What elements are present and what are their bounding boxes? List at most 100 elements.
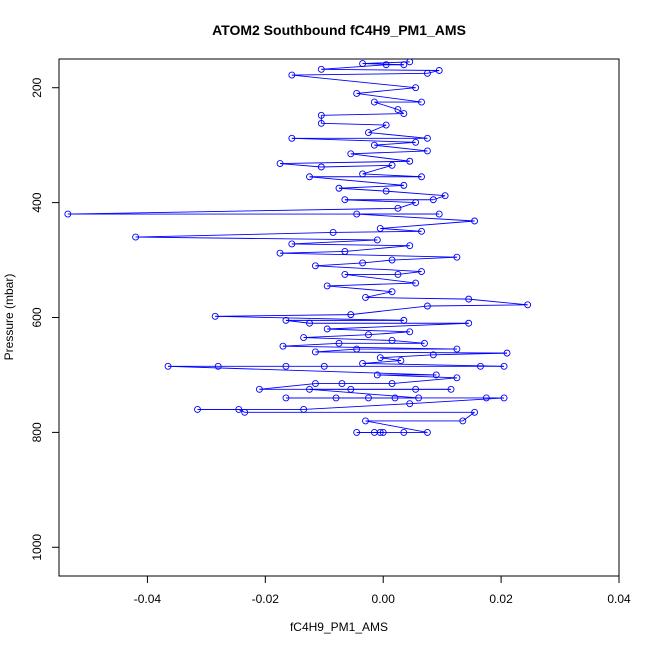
data-point bbox=[320, 362, 328, 370]
data-point bbox=[376, 354, 384, 362]
data-point bbox=[447, 385, 455, 393]
x-axis: -0.04 -0.02 0.00 0.02 0.04 bbox=[134, 576, 631, 606]
series-line-segment bbox=[392, 256, 457, 261]
series-line-segment bbox=[315, 348, 357, 353]
series-line-segment bbox=[285, 319, 310, 324]
series-line-segment bbox=[350, 150, 428, 155]
data-point bbox=[406, 59, 414, 66]
data-point bbox=[435, 210, 443, 218]
series-line-segment bbox=[374, 144, 428, 152]
data-point bbox=[388, 288, 396, 296]
x-tick-label: 0.00 bbox=[372, 592, 396, 606]
data-point bbox=[332, 394, 340, 402]
data-point bbox=[362, 293, 369, 301]
series-line-segment bbox=[280, 250, 345, 254]
data-point bbox=[288, 134, 296, 142]
series-line-segment bbox=[280, 252, 457, 258]
series-line-segment bbox=[321, 64, 387, 70]
series-line-segment bbox=[327, 282, 416, 287]
data-point bbox=[132, 233, 140, 241]
data-point bbox=[465, 295, 473, 303]
series-line-segment bbox=[315, 351, 508, 354]
data-point bbox=[500, 362, 508, 370]
data-point bbox=[388, 256, 396, 264]
series-line-segment bbox=[309, 176, 404, 186]
series-line-segment bbox=[333, 230, 422, 233]
series-line-segment bbox=[67, 207, 398, 215]
data-point bbox=[459, 417, 467, 425]
series-line-segment bbox=[356, 93, 422, 103]
data-point bbox=[453, 374, 461, 382]
data-point bbox=[370, 98, 378, 106]
data-point bbox=[164, 362, 172, 370]
data-point bbox=[317, 163, 325, 171]
data-point bbox=[353, 90, 361, 97]
data-point bbox=[394, 204, 402, 212]
data-point bbox=[379, 428, 387, 436]
series-line-segment bbox=[291, 72, 428, 76]
data-point bbox=[382, 121, 390, 129]
data-point bbox=[423, 134, 431, 142]
data-point bbox=[317, 65, 325, 73]
series-line-segment bbox=[327, 285, 393, 293]
data-point bbox=[376, 428, 384, 436]
data-point bbox=[194, 405, 201, 413]
data-point bbox=[418, 227, 425, 235]
series-line-segment bbox=[433, 195, 446, 201]
series-line-segment bbox=[365, 296, 469, 300]
data-point bbox=[394, 106, 402, 114]
data-point bbox=[400, 110, 408, 118]
data-point bbox=[353, 345, 361, 353]
series-line-segment bbox=[327, 328, 410, 333]
data-point bbox=[347, 150, 355, 158]
data-point bbox=[382, 187, 390, 195]
series-line-segment bbox=[303, 337, 393, 341]
data-point bbox=[335, 339, 343, 347]
data-point bbox=[306, 385, 313, 393]
series-line-segment bbox=[392, 340, 425, 344]
series-line-segment bbox=[386, 190, 446, 197]
data-point bbox=[365, 331, 372, 339]
data-point bbox=[288, 71, 296, 79]
data-point bbox=[276, 249, 284, 257]
series-line-segment bbox=[280, 163, 322, 168]
series-line-segment bbox=[392, 377, 457, 385]
series-line-segment bbox=[315, 262, 363, 267]
y-tick-label: 400 bbox=[30, 192, 44, 212]
data-point bbox=[311, 348, 319, 356]
x-tick-label: -0.04 bbox=[134, 592, 162, 606]
data-point bbox=[359, 60, 367, 68]
data-point bbox=[423, 302, 431, 310]
data-point bbox=[329, 229, 337, 236]
data-point bbox=[423, 147, 431, 155]
series-line-segment bbox=[362, 164, 393, 175]
data-point bbox=[388, 380, 396, 388]
data-point bbox=[241, 408, 249, 416]
series-line-segment bbox=[309, 388, 419, 399]
data-point bbox=[323, 325, 331, 333]
series-line-segment bbox=[282, 345, 457, 350]
series-line-segment bbox=[291, 239, 378, 245]
data-point bbox=[471, 217, 479, 225]
data-point bbox=[365, 394, 372, 402]
series-line-segment bbox=[338, 184, 404, 189]
series-line-segment bbox=[356, 213, 475, 222]
series-line-segment bbox=[135, 232, 334, 238]
series-line-segment bbox=[321, 164, 393, 168]
data-point bbox=[353, 428, 361, 436]
series-line-segment bbox=[291, 243, 410, 247]
series-line-segment bbox=[397, 271, 422, 275]
data-point bbox=[400, 181, 408, 189]
series-line-segment bbox=[368, 132, 428, 139]
data-point bbox=[412, 138, 420, 146]
data-point bbox=[391, 394, 399, 402]
series-line-segment bbox=[462, 411, 475, 422]
series-line-segment bbox=[280, 160, 410, 164]
data-point bbox=[359, 259, 367, 267]
data-point bbox=[418, 173, 425, 181]
series-line-segment bbox=[362, 173, 422, 178]
series-line-segment bbox=[321, 113, 404, 116]
data-point bbox=[317, 119, 325, 127]
y-tick-label: 1000 bbox=[30, 534, 44, 561]
